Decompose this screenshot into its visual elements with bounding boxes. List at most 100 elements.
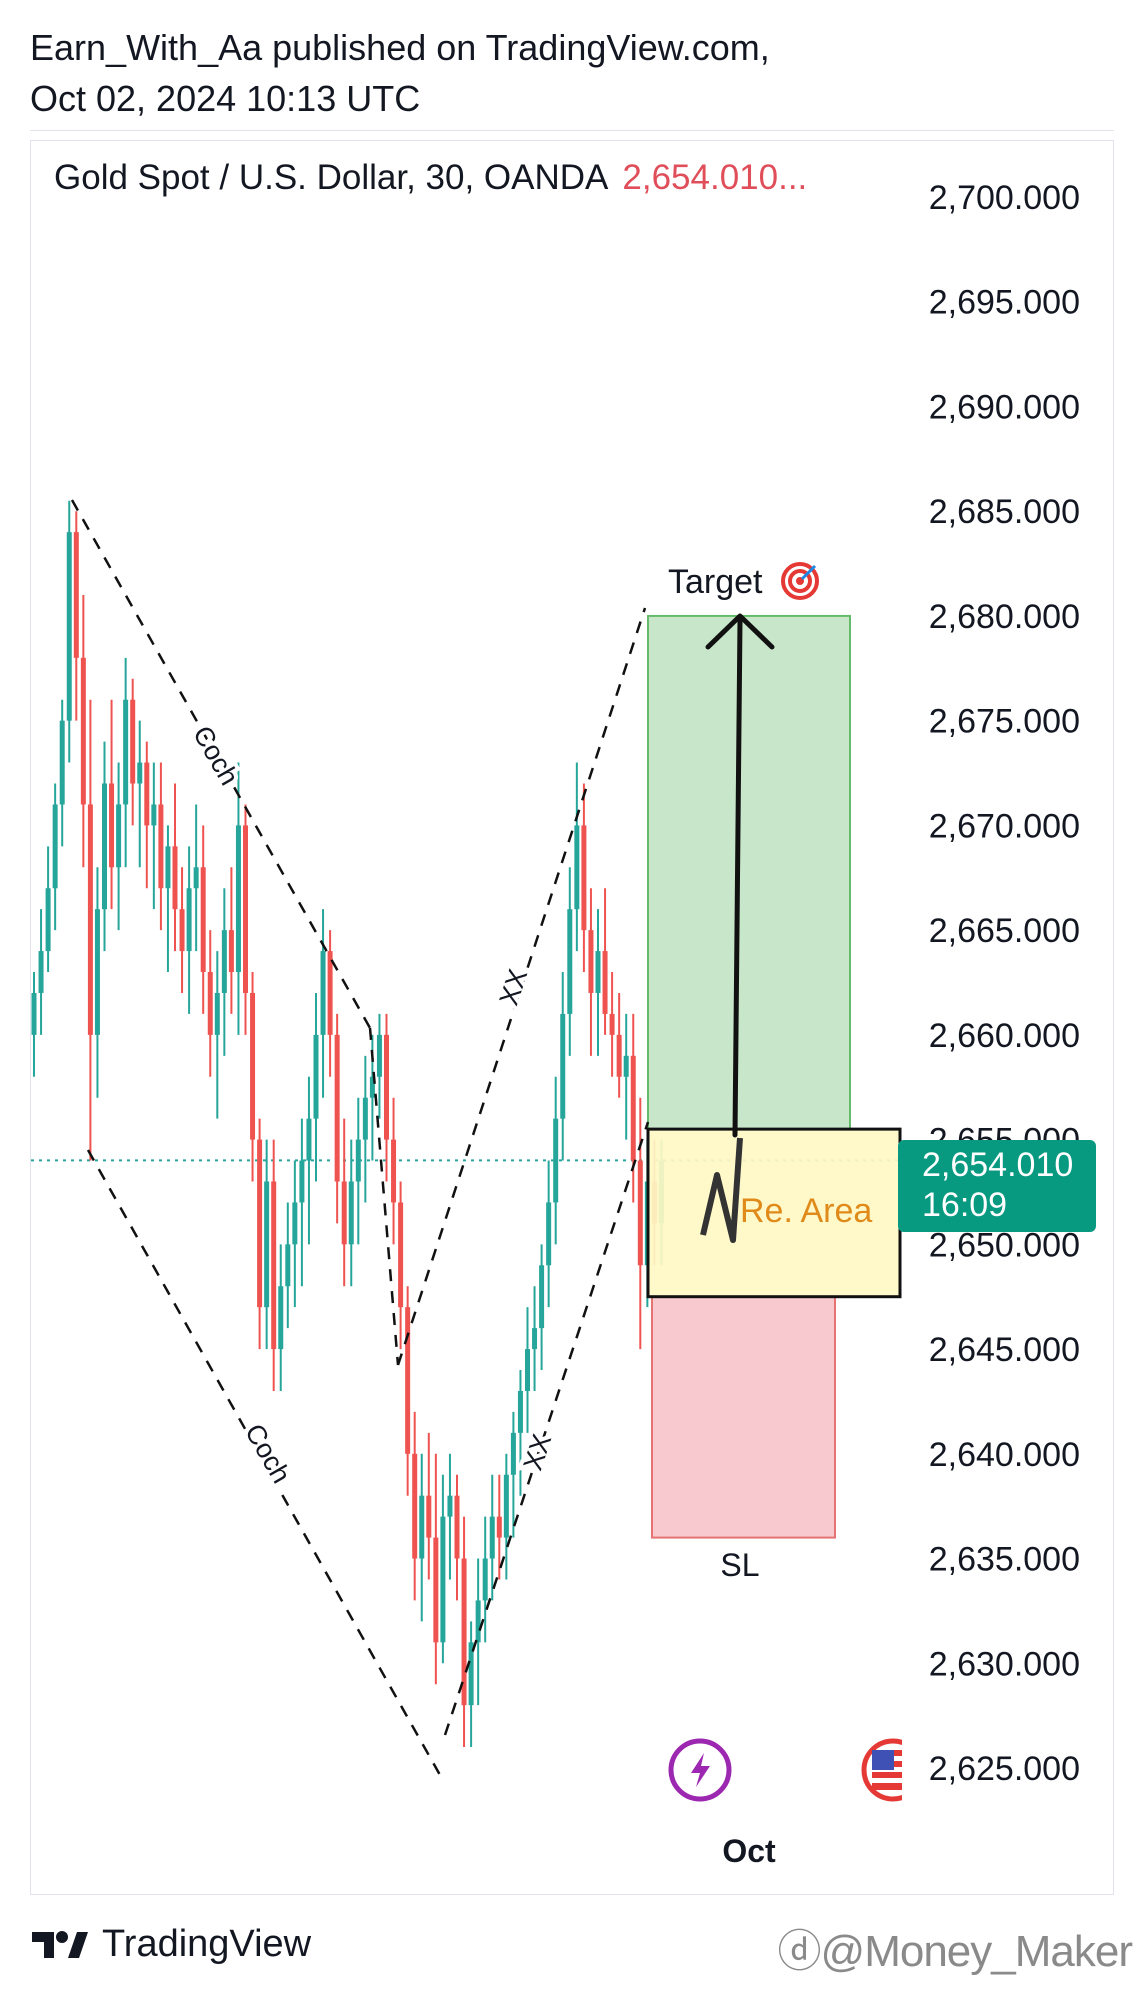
candle-body [482, 1558, 488, 1601]
candle-body [609, 1013, 615, 1035]
candle [532, 1286, 538, 1391]
candle [306, 1076, 312, 1245]
candle [560, 972, 566, 1161]
candle [405, 1286, 411, 1496]
candle [482, 1516, 488, 1643]
candle-body [45, 888, 51, 952]
xx-upper-line[interactable] [396, 607, 647, 1366]
candle [398, 1181, 404, 1350]
candle-body [299, 1160, 305, 1203]
candle-body [221, 930, 227, 993]
candle-body [461, 1558, 467, 1706]
candle [87, 699, 93, 1161]
candle [214, 951, 220, 1119]
candle-body [66, 532, 72, 721]
candle-body [630, 1055, 636, 1161]
candle-body [517, 1390, 523, 1433]
candle [109, 699, 115, 910]
coch-lower-line[interactable] [86, 1149, 442, 1776]
candle-body [412, 1453, 418, 1559]
candle [362, 1055, 368, 1203]
target-label: Target [668, 563, 763, 601]
candle [66, 500, 72, 763]
candle [461, 1516, 467, 1748]
candle-body [207, 972, 213, 1035]
candle [475, 1558, 481, 1706]
candle [595, 909, 601, 1056]
candle-body [94, 909, 100, 1035]
trend-lines [70, 499, 650, 1776]
candle [468, 1621, 474, 1748]
candle-body [433, 1537, 439, 1643]
re-area-zone[interactable] [646, 1127, 902, 1299]
y-tick-label: 2,695.000 [929, 284, 1080, 322]
y-tick-label: 2,635.000 [929, 1541, 1080, 1579]
candle [574, 762, 580, 952]
symbol-name: Gold Spot / U.S. Dollar, 30, OANDA [54, 158, 609, 197]
candle [45, 846, 51, 973]
candle [264, 1139, 270, 1350]
stop-loss-zone[interactable] [651, 1295, 836, 1539]
candle [341, 1118, 347, 1287]
candle [412, 1411, 418, 1601]
tradingview-logo[interactable]: TradingView [30, 1923, 311, 1966]
candle-body [637, 1160, 643, 1266]
candle [31, 972, 37, 1077]
price-tag-countdown: 16:09 [922, 1186, 1007, 1224]
candle-body [200, 867, 206, 973]
candle [278, 1244, 284, 1391]
candle [602, 888, 608, 1035]
candle [130, 678, 136, 826]
candle [179, 867, 185, 993]
candle [271, 1139, 277, 1391]
candle-body [574, 825, 580, 910]
us-flag-icon[interactable] [861, 1738, 922, 1802]
y-tick-label: 2,660.000 [929, 1017, 1080, 1055]
target-arrow[interactable] [705, 613, 775, 1138]
candle-body [454, 1495, 460, 1559]
y-tick-label: 2,640.000 [929, 1436, 1080, 1474]
watermark-icon: ⓓ [777, 1927, 822, 1976]
y-tick-label: 2,700.000 [929, 179, 1080, 217]
candle-body [525, 1349, 530, 1391]
candle-body [278, 1286, 284, 1350]
candle [221, 888, 227, 1056]
candle-body [546, 1202, 552, 1266]
candle-body [144, 762, 150, 826]
symbol-legend[interactable]: Gold Spot / U.S. Dollar, 30, OANDA 2,654.… [54, 158, 807, 198]
candle [292, 1160, 298, 1308]
candle [123, 657, 129, 868]
candle [609, 972, 615, 1077]
candle-body [398, 1202, 404, 1308]
lightning-icon[interactable] [668, 1738, 732, 1802]
candle [517, 1370, 523, 1496]
publisher-line: Earn_With_Aa published on TradingView.co… [30, 27, 770, 68]
candle-body [510, 1432, 516, 1475]
target-zone[interactable] [647, 614, 851, 1131]
candle-body [123, 699, 129, 805]
candle [503, 1453, 509, 1580]
y-tick-label: 2,675.000 [929, 703, 1080, 741]
candle-body [59, 720, 65, 805]
candle [73, 511, 79, 721]
candle-body [179, 909, 185, 952]
candle-body [553, 1118, 559, 1203]
candle-body [348, 1181, 354, 1245]
candle-body [440, 1516, 446, 1643]
candle [158, 762, 164, 931]
candle-body [109, 783, 115, 868]
candle-body [214, 992, 220, 1035]
coch-lower-label: Coch [239, 1419, 296, 1489]
candle-body [137, 762, 143, 784]
candle-body [52, 804, 58, 889]
candle-body [285, 1244, 291, 1287]
candle [539, 1244, 545, 1371]
y-tick-label: 2,665.000 [929, 912, 1080, 950]
candle [193, 804, 199, 952]
tradingview-brand: TradingView [102, 1923, 312, 1965]
candle-body [391, 1139, 397, 1203]
current-price-tag: 2,654.010 16:09 [898, 1140, 1096, 1232]
target-dart-icon [781, 562, 819, 600]
xx-lower-line[interactable] [443, 1121, 650, 1736]
